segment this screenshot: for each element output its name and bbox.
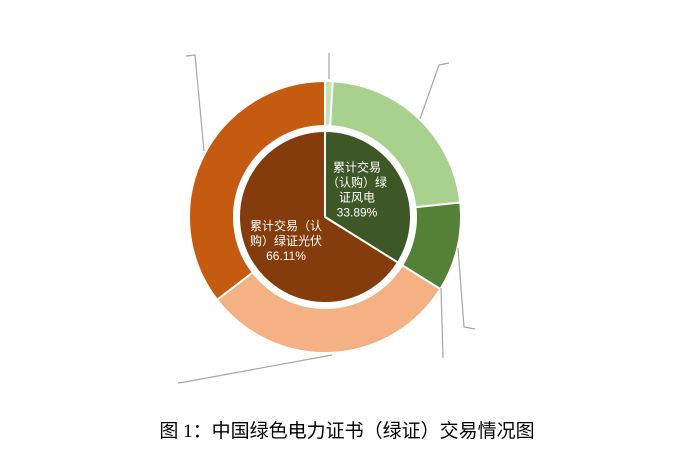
leader-line-4: [440, 287, 444, 359]
leader-line-3: [457, 247, 476, 330]
leader-line-0: [185, 54, 205, 152]
leader-line-2: [419, 62, 450, 120]
outer-ring-segment-4: [188, 80, 326, 301]
data-label-solar: 累计交易（认购）绿证光伏 66.11%: [250, 218, 322, 263]
figure-caption: 图 1：中国绿色电力证书（绿证）交易情况图: [159, 421, 535, 442]
pie-slice-solar: [238, 130, 399, 304]
data-label-wind: 累计交易（认购）绿证风电 33.89%: [327, 160, 387, 220]
leader-line-5: [177, 354, 333, 384]
